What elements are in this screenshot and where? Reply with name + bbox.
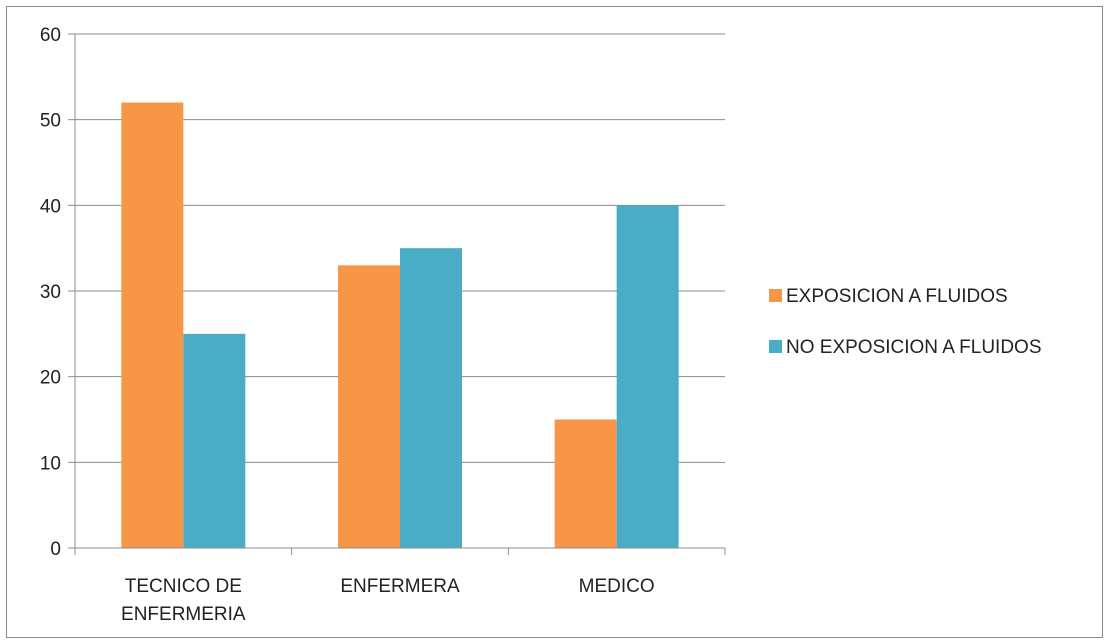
- bars: [121, 102, 679, 549]
- y-tick-label: 50: [40, 111, 61, 132]
- bar: [338, 265, 400, 548]
- x-category-labels: TECNICO DE ENFERMERIA ENFERMERA MEDICO: [121, 576, 655, 625]
- legend-swatch: [769, 340, 782, 353]
- y-tick-label: 10: [40, 453, 61, 474]
- bar: [183, 333, 246, 548]
- y-tick-label: 0: [50, 539, 61, 560]
- y-tick-label: 40: [40, 196, 61, 217]
- axes: [68, 33, 726, 555]
- bar: [616, 205, 679, 549]
- y-tick-labels: 0 10 20 30 40 50 60: [40, 25, 61, 560]
- y-tick-label: 60: [40, 25, 61, 46]
- y-tick-label: 30: [40, 282, 61, 303]
- legend: EXPOSICION A FLUIDOS NO EXPOSICION A FLUI…: [769, 286, 1042, 358]
- chart-frame: [6, 6, 1103, 638]
- x-category-label: ENFERMERA: [340, 576, 460, 597]
- legend-swatch: [769, 289, 782, 302]
- y-tick-label: 20: [40, 368, 61, 389]
- legend-label: EXPOSICION A FLUIDOS: [786, 286, 1008, 307]
- bar: [121, 102, 184, 549]
- x-category-label: MEDICO: [579, 576, 655, 597]
- bar: [554, 419, 617, 548]
- x-category-label: TECNICO DE ENFERMERIA: [121, 576, 246, 625]
- legend-label: NO EXPOSICION A FLUIDOS: [786, 337, 1042, 358]
- bar: [400, 248, 462, 548]
